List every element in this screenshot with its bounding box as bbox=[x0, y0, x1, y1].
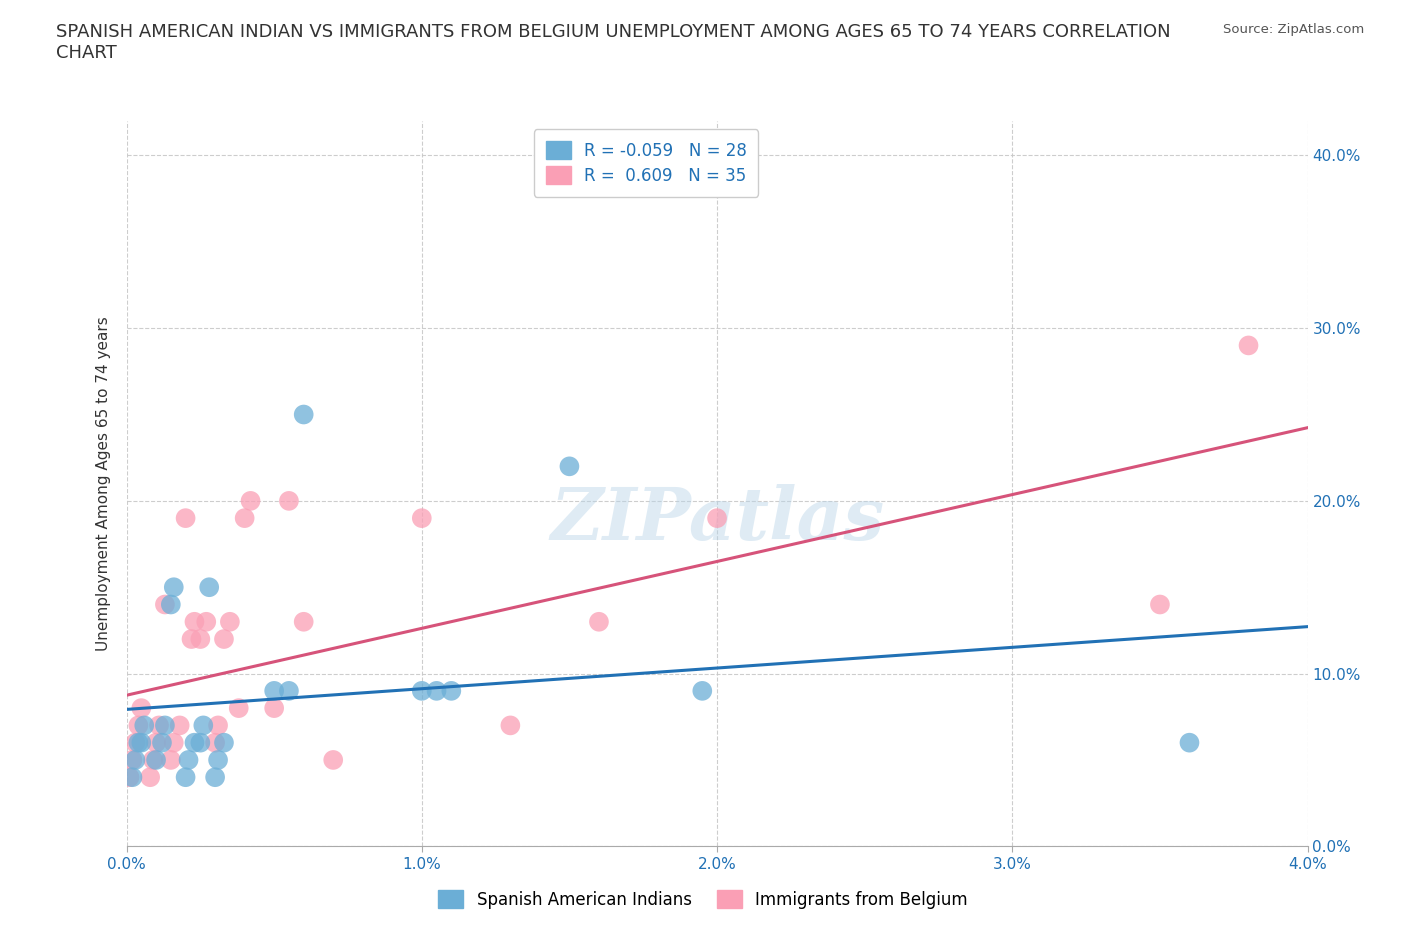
Point bbox=[153, 597, 176, 612]
Point bbox=[118, 770, 141, 785]
Point bbox=[188, 736, 212, 751]
Point bbox=[558, 458, 581, 473]
Point bbox=[204, 736, 226, 751]
Point bbox=[145, 736, 167, 751]
Point bbox=[183, 615, 205, 630]
Point bbox=[588, 615, 610, 630]
Point bbox=[440, 684, 463, 698]
Point bbox=[426, 684, 449, 698]
Text: Source: ZipAtlas.com: Source: ZipAtlas.com bbox=[1223, 23, 1364, 36]
Point bbox=[121, 752, 143, 767]
Point bbox=[163, 736, 186, 751]
Legend: R = -0.059   N = 28, R =  0.609   N = 35: R = -0.059 N = 28, R = 0.609 N = 35 bbox=[534, 129, 758, 196]
Point bbox=[127, 736, 149, 751]
Point bbox=[188, 631, 212, 646]
Point bbox=[228, 700, 250, 715]
Text: ZIPatlas: ZIPatlas bbox=[550, 485, 884, 555]
Point bbox=[174, 511, 197, 525]
Point bbox=[322, 752, 344, 767]
Point bbox=[177, 752, 200, 767]
Point bbox=[142, 752, 165, 767]
Point bbox=[198, 579, 221, 594]
Point bbox=[160, 597, 183, 612]
Point bbox=[292, 615, 315, 630]
Point bbox=[129, 700, 153, 715]
Point bbox=[174, 770, 197, 785]
Point bbox=[263, 684, 285, 698]
Y-axis label: Unemployment Among Ages 65 to 74 years: Unemployment Among Ages 65 to 74 years bbox=[96, 316, 111, 651]
Point bbox=[499, 718, 522, 733]
Point bbox=[278, 494, 301, 509]
Point bbox=[411, 511, 433, 525]
Point bbox=[1149, 597, 1171, 612]
Point bbox=[124, 752, 146, 767]
Point bbox=[1237, 338, 1260, 352]
Point bbox=[207, 718, 229, 733]
Point bbox=[278, 684, 301, 698]
Point bbox=[180, 631, 202, 646]
Point bbox=[411, 684, 433, 698]
Point bbox=[160, 752, 183, 767]
Point bbox=[163, 579, 186, 594]
Point bbox=[233, 511, 256, 525]
Point bbox=[219, 615, 242, 630]
Point bbox=[1178, 736, 1201, 751]
Legend: Spanish American Indians, Immigrants from Belgium: Spanish American Indians, Immigrants fro… bbox=[430, 882, 976, 917]
Point bbox=[204, 770, 226, 785]
Point bbox=[207, 752, 229, 767]
Point bbox=[139, 770, 162, 785]
Point bbox=[263, 700, 285, 715]
Text: SPANISH AMERICAN INDIAN VS IMMIGRANTS FROM BELGIUM UNEMPLOYMENT AMONG AGES 65 TO: SPANISH AMERICAN INDIAN VS IMMIGRANTS FR… bbox=[56, 23, 1171, 62]
Point bbox=[145, 752, 167, 767]
Point bbox=[239, 494, 262, 509]
Point bbox=[692, 684, 714, 698]
Point bbox=[292, 407, 315, 422]
Point bbox=[193, 718, 215, 733]
Point bbox=[212, 736, 235, 751]
Point bbox=[121, 770, 143, 785]
Point bbox=[124, 736, 146, 751]
Point bbox=[127, 718, 149, 733]
Point bbox=[183, 736, 205, 751]
Point bbox=[212, 631, 235, 646]
Point bbox=[153, 718, 176, 733]
Point bbox=[134, 718, 156, 733]
Point bbox=[169, 718, 191, 733]
Point bbox=[129, 736, 153, 751]
Point bbox=[195, 615, 218, 630]
Point bbox=[706, 511, 728, 525]
Point bbox=[150, 736, 173, 751]
Point bbox=[148, 718, 170, 733]
